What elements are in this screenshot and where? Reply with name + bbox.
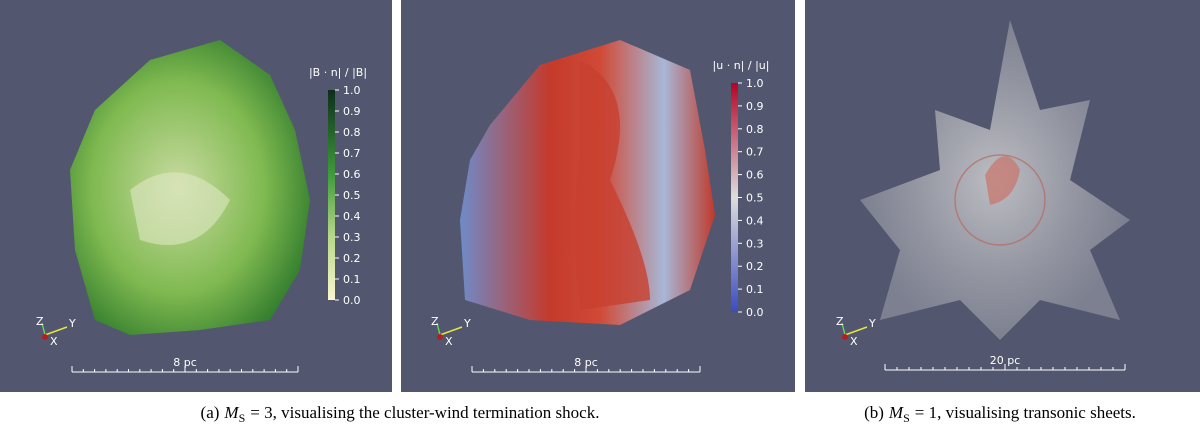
- colorbar-tick-label: 0.0: [746, 306, 764, 319]
- colorbar-tick-label: 0.8: [343, 126, 361, 139]
- axis-z: [436, 322, 441, 336]
- axis-label: Z: [36, 315, 44, 328]
- axis-z: [41, 322, 46, 336]
- axis-label: Z: [836, 315, 844, 328]
- axis-label: Y: [68, 317, 76, 330]
- caption: (a) MS = 3, visualising the cluster-wind t…: [201, 403, 600, 425]
- colorbar-tick-label: 0.7: [746, 146, 764, 159]
- colorbar-tick-label: 0.4: [746, 214, 764, 227]
- caption-text: = 1, visualising transonic sheets.: [915, 403, 1136, 422]
- caption: (b) MS = 1, visualising transonic sheets.: [864, 403, 1136, 425]
- colorbar-tick-label: 0.1: [746, 283, 764, 296]
- axis-y: [439, 326, 463, 336]
- colorbar-label: |B · n| / |B|: [309, 66, 367, 79]
- axis-z: [841, 322, 846, 336]
- axis-label: Z: [431, 315, 439, 328]
- axis-x: [42, 334, 48, 340]
- colorbar-tick-label: 0.0: [343, 294, 361, 307]
- colorbar-tick-label: 0.5: [343, 189, 361, 202]
- surface-detail: [130, 172, 230, 245]
- axis-y: [844, 326, 868, 336]
- colorbar-tick-label: 1.0: [343, 84, 361, 97]
- colorbar: [731, 83, 738, 312]
- colorbar-tick-label: 0.6: [343, 168, 361, 181]
- caption-symbol: M: [223, 403, 239, 422]
- colorbar-tick-label: 0.9: [343, 105, 361, 118]
- axis-x: [437, 334, 443, 340]
- caption-label: (b): [864, 403, 884, 422]
- colorbar-tick-label: 0.3: [343, 231, 361, 244]
- colorbar-tick-label: 0.5: [746, 192, 764, 205]
- caption-text: = 3, visualising the cluster-wind termin…: [250, 403, 599, 422]
- colorbar-tick-label: 0.6: [746, 169, 764, 182]
- inner-detail: [985, 156, 1020, 205]
- axis-label: Y: [463, 317, 471, 330]
- colorbar-tick-label: 0.2: [343, 252, 361, 265]
- colorbar-tick-label: 0.3: [746, 237, 764, 250]
- scale-label: 8 pc: [574, 356, 598, 369]
- inner-shell: [954, 154, 1046, 246]
- colorbar-tick-label: 0.4: [343, 210, 361, 223]
- scale-label: 20 pc: [990, 354, 1021, 367]
- axis-label: Y: [868, 317, 876, 330]
- colorbar-tick-label: 1.0: [746, 77, 764, 90]
- colorbar-tick-label: 0.8: [746, 123, 764, 136]
- caption-label: (a): [201, 403, 220, 422]
- colorbar-tick-label: 0.7: [343, 147, 361, 160]
- caption-subscript: S: [239, 411, 246, 425]
- colorbar-tick-label: 0.9: [746, 100, 764, 113]
- colorbar-label: |u · n| / |u|: [713, 59, 770, 72]
- axis-y: [44, 326, 68, 336]
- colorbar: [328, 90, 335, 300]
- axis-label: X: [50, 335, 58, 348]
- axis-label: X: [850, 335, 858, 348]
- axis-label: X: [445, 335, 453, 348]
- caption-subscript: S: [903, 411, 910, 425]
- surface-detail: [575, 60, 650, 310]
- caption-symbol: M: [888, 403, 904, 422]
- colorbar-tick-label: 0.2: [746, 260, 764, 273]
- scale-label: 8 pc: [173, 356, 197, 369]
- axis-x: [842, 334, 848, 340]
- colorbar-tick-label: 0.1: [343, 273, 361, 286]
